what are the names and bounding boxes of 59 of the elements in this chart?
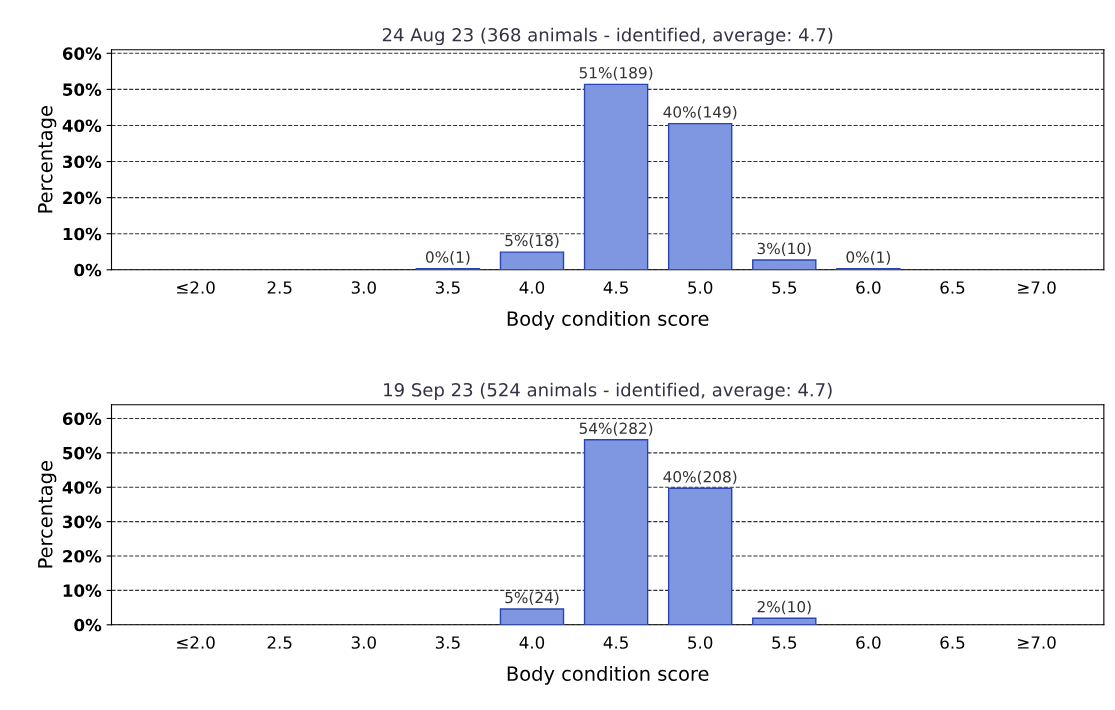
y-axis-title: Percentage [38,106,57,213]
x-tick-label: 2.5 [267,281,292,294]
data-label: 0%(1) [846,251,890,265]
x-tick-label: 6.5 [940,636,965,649]
y-tick-label: 60% [62,47,102,60]
x-tick-label: 4.5 [603,636,628,649]
x-tick-label: 5.0 [688,281,713,294]
x-tick-label: 6.5 [940,281,965,294]
y-tick-label: 20% [63,549,102,563]
x-tick-label: 5.5 [772,636,797,649]
y-tick-label: 0% [74,618,102,632]
bar [499,251,565,270]
x-tick-label: 4.0 [519,636,545,649]
x-tick-label: 5.5 [772,281,797,294]
bar [667,487,733,625]
bar [667,122,733,270]
y-tick-label: 30% [63,515,102,529]
bar [583,439,649,625]
bar [499,608,565,625]
x-tick-label: 5.0 [688,636,713,649]
data-label: 0%(1) [425,251,470,265]
x-tick-label: 3.0 [351,281,376,294]
bar [752,259,817,270]
data-label: 3%(10) [757,242,811,257]
data-label: 40%(149) [663,106,737,120]
x-tick-label: ≤2.0 [177,636,215,649]
data-label: 2%(10) [757,600,811,615]
chart-title: 24 Aug 23 (368 animals - identified, average: 4.7) [382,27,833,46]
x-tick-label: 6.0 [856,281,881,294]
data-label: 5%(24) [505,591,559,606]
x-tick-label: 4.0 [519,281,545,294]
y-tick-label: 10% [63,584,102,597]
x-tick-label: ≤2.0 [177,281,215,294]
x-tick-label: 3.0 [351,636,376,649]
y-tick-label: 10% [63,227,102,241]
x-tick-label: 6.0 [856,636,881,649]
data-label: 5%(18) [505,234,559,249]
chart-title: 19 Sep 23 (524 animals - identified, average: 4.7) [384,382,832,401]
x-tick-label: 4.5 [603,281,628,294]
bar [583,83,649,270]
x-tick-label: 3.5 [435,281,460,294]
x-axis-title: Body condition score [507,310,709,330]
y-tick-label: 40% [62,481,102,494]
y-tick-label: 60% [62,412,102,426]
x-tick-label: 3.5 [435,636,460,649]
y-tick-label: 20% [63,191,102,205]
data-label: 51%(189) [579,66,653,81]
data-label: 54%(282) [579,422,653,436]
y-axis-title: Percentage [38,461,57,568]
data-label: 40%(208) [663,470,737,485]
y-tick-label: 50% [63,446,102,460]
x-tick-label: 2.5 [267,636,292,649]
x-tick-label: ≥7.0 [1018,281,1056,294]
y-tick-label: 0% [74,263,102,277]
x-tick-label: ≥7.0 [1018,636,1056,649]
y-tick-label: 40% [62,119,102,133]
x-axis-title: Body condition score [507,665,709,685]
y-tick-label: 30% [63,155,102,169]
y-tick-label: 50% [63,83,102,96]
